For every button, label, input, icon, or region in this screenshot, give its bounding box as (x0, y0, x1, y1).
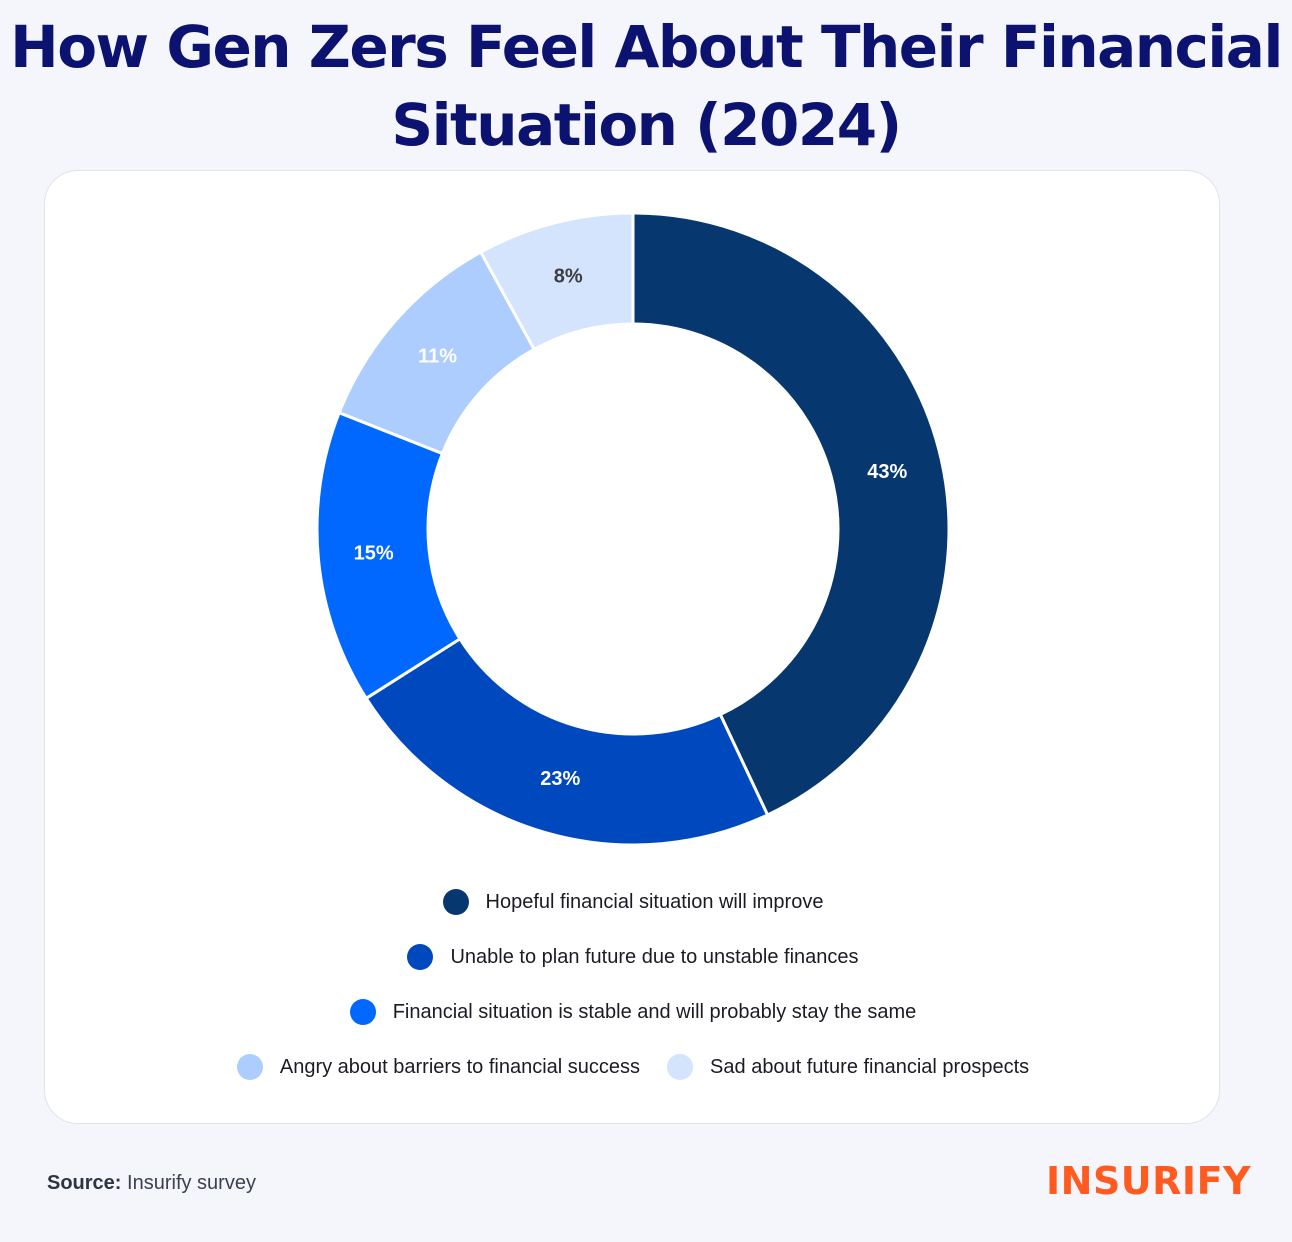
legend-row: Unable to plan future due to unstable fi… (45, 942, 1221, 972)
donut-chart: 43% 23% 15% 11% 8% (315, 211, 951, 847)
legend-swatch (442, 889, 469, 915)
chart-title: How Gen Zers Feel About Their Financial … (10, 13, 1283, 159)
slice-label-2: 23% (540, 768, 580, 790)
slice-label-3: 15% (354, 543, 394, 565)
legend-label: Sad about future financial prospects (710, 1055, 1030, 1078)
insurify-logo: INSURIFY (1046, 1159, 1252, 1203)
source-note: Source: Insurify survey (47, 1172, 256, 1195)
legend-row: Hopeful financial situation will improve (45, 887, 1221, 917)
legend-label: Hopeful financial situation will improve (485, 890, 824, 913)
chart-card: 43% 23% 15% 11% 8% Hopeful financial situati… (44, 170, 1220, 1124)
legend-item: Angry about barriers to financial succes… (236, 1054, 641, 1080)
legend-item: Hopeful financial situation will improve (442, 889, 824, 915)
legend-swatch (236, 1054, 263, 1080)
slice-label-5: 8% (554, 266, 583, 288)
legend-row: Angry about barriers to financial succes… (45, 1052, 1221, 1082)
slice-label-1: 43% (867, 461, 907, 483)
legend-label: Angry about barriers to financial succes… (279, 1055, 641, 1078)
legend-label: Financial situation is stable and will p… (392, 1000, 917, 1023)
donut-slice-5 (478, 211, 635, 352)
source-text: Insurify survey (127, 1172, 256, 1194)
legend-swatch (349, 999, 376, 1025)
source-label: Source: (47, 1172, 122, 1194)
legend-item: Sad about future financial prospects (667, 1054, 1029, 1080)
legend-item: Financial situation is stable and will p… (349, 999, 917, 1025)
slice-label-4: 11% (418, 346, 457, 368)
donut-slice-2 (364, 636, 770, 847)
legend-item: Unable to plan future due to unstable fi… (407, 944, 859, 970)
legend-row: Financial situation is stable and will p… (45, 997, 1221, 1027)
legend-label: Unable to plan future due to unstable fi… (450, 945, 859, 968)
legend-swatch (667, 1054, 694, 1080)
legend-swatch (407, 944, 434, 970)
donut-slice-1 (631, 211, 951, 817)
